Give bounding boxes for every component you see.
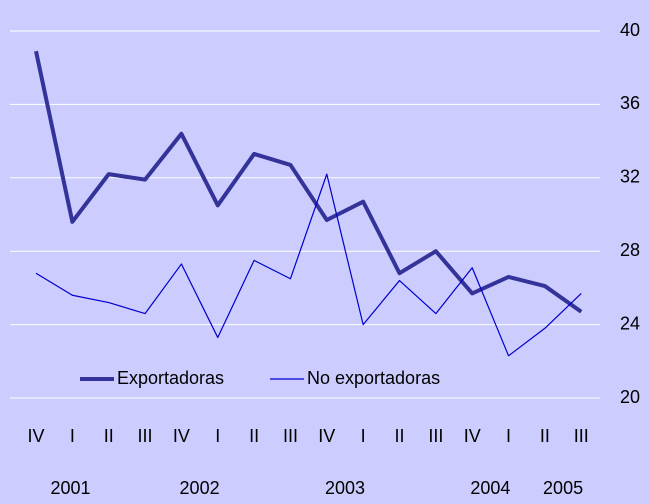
y-tick-label: 20 [620, 387, 640, 407]
x-tick-label: II [540, 426, 550, 446]
x-tick-label: IV [27, 426, 44, 446]
legend-label: Exportadoras [117, 368, 224, 388]
x-tick-label: III [428, 426, 443, 446]
line-series [34, 50, 583, 314]
x-tick-label: III [138, 426, 153, 446]
x-tick-label: II [249, 426, 259, 446]
year-label: 2005 [543, 478, 583, 498]
x-tick-label: II [104, 426, 114, 446]
x-tick-label: IV [464, 426, 481, 446]
year-label: 2004 [470, 478, 510, 498]
x-tick-label: IV [173, 426, 190, 446]
year-label: 2002 [180, 478, 220, 498]
legend-label: No exportadoras [307, 368, 440, 388]
y-tick-label: 28 [620, 240, 640, 260]
year-label: 2001 [51, 478, 91, 498]
x-tick-label: I [361, 426, 366, 446]
y-tick-label: 24 [620, 313, 640, 333]
y-tick-label: 40 [620, 20, 640, 40]
x-tick-label: I [70, 426, 75, 446]
x-tick-label: III [283, 426, 298, 446]
y-tick-label: 32 [620, 167, 640, 187]
x-tick-label: III [574, 426, 589, 446]
year-label: 2003 [325, 478, 365, 498]
line-series [35, 173, 582, 357]
x-tick-label: I [215, 426, 220, 446]
y-tick-label: 36 [620, 93, 640, 113]
x-tick-label: II [394, 426, 404, 446]
x-tick-label: IV [318, 426, 335, 446]
x-tick-label: I [506, 426, 511, 446]
